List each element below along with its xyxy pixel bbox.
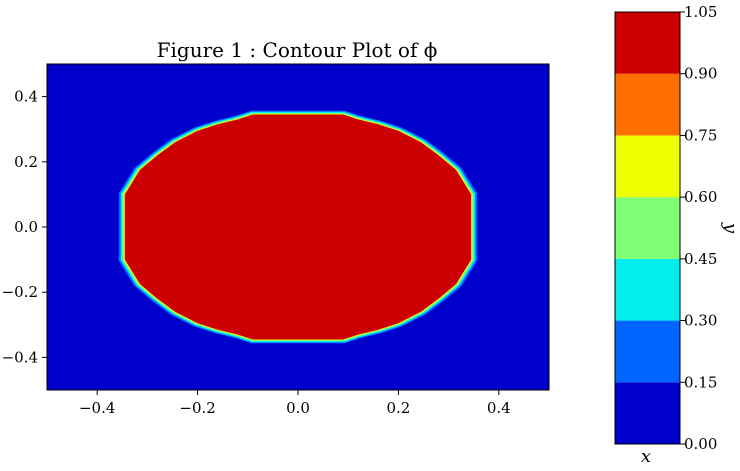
colorbar-tick-label: 0.15 <box>684 373 717 391</box>
colorbar-segment <box>615 382 680 444</box>
y-tick-label: 0.0 <box>14 218 38 236</box>
x-tick-label: 0.4 <box>487 399 511 417</box>
x-axis-label: x <box>641 446 651 467</box>
y-tick-label: −0.2 <box>2 283 38 301</box>
colorbar-segment <box>615 12 680 74</box>
colorbar-tick-label: 0.75 <box>684 126 717 144</box>
y-tick-label: 0.4 <box>14 88 38 106</box>
y-axis-label: y <box>720 222 740 234</box>
colorbar-segment <box>615 73 680 136</box>
colorbar-tick-label: 0.00 <box>684 435 717 453</box>
y-tick-label: −0.4 <box>2 348 38 366</box>
colorbar-frame <box>614 11 681 445</box>
contour-region <box>124 114 472 340</box>
y-tick-label: 0.2 <box>14 153 38 171</box>
colorbar-tick-label: 0.45 <box>684 250 717 268</box>
colorbar-segment <box>615 258 680 321</box>
y-axis: −0.4 −0.2 0.0 0.2 0.4 <box>2 88 47 366</box>
x-tick-label: −0.4 <box>79 399 115 417</box>
colorbar: 0.00 0.15 0.30 0.45 0.60 0.75 0.90 1.05 <box>614 3 717 453</box>
colorbar-segment <box>615 320 680 383</box>
x-tick-label: 0.0 <box>286 399 310 417</box>
x-axis: −0.4 −0.2 0.0 0.2 0.4 <box>79 390 511 417</box>
colorbar-segment <box>615 197 680 259</box>
colorbar-tick-label: 1.05 <box>684 3 717 21</box>
x-tick-label: −0.2 <box>179 399 215 417</box>
colorbar-tick-label: 0.60 <box>684 188 717 206</box>
colorbar-tick-label: 0.30 <box>684 312 717 330</box>
colorbar-segment <box>615 135 680 198</box>
chart-title: Figure 1 : Contour Plot of ϕ <box>157 38 438 62</box>
x-tick-label: 0.2 <box>386 399 410 417</box>
plot-area <box>46 63 550 391</box>
colorbar-tick-label: 0.90 <box>684 65 717 83</box>
